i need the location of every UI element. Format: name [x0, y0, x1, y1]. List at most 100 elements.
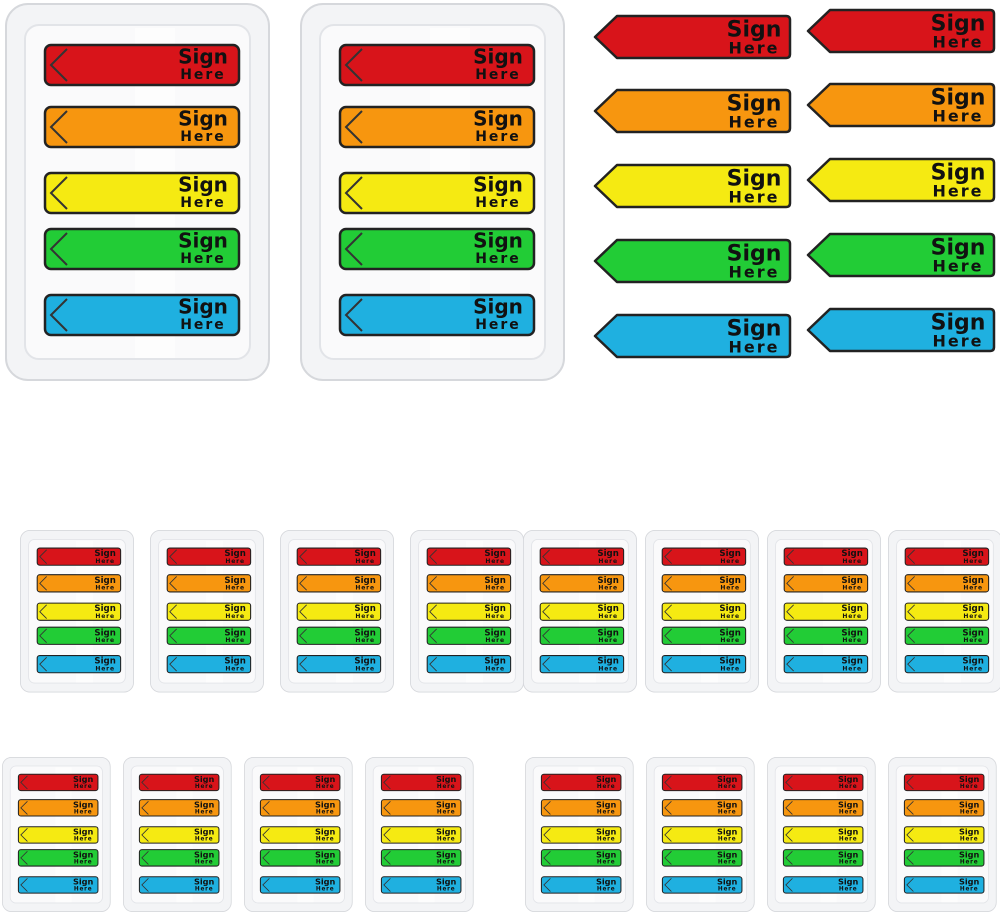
flag-notch	[907, 604, 915, 619]
flag-notch	[20, 828, 28, 842]
flag-notch	[169, 549, 177, 564]
flag-notch	[141, 828, 149, 842]
flag-text-sign: Sign	[436, 849, 457, 859]
flag-text-here: Here	[960, 859, 979, 865]
flag	[166, 655, 252, 674]
flag-text-here: Here	[74, 809, 93, 815]
flag-text-here: Here	[195, 809, 214, 815]
arrow-shape	[593, 238, 792, 284]
flag-text-here: Here	[355, 585, 375, 592]
flag-text-here: Here	[180, 129, 226, 145]
flag-notch	[383, 800, 391, 815]
flag-text-here: Here	[355, 558, 375, 565]
flag-text-here: Here	[195, 887, 214, 893]
flag	[903, 849, 985, 867]
flag-text-here: Here	[960, 784, 979, 790]
flag-text-sign: Sign	[717, 799, 738, 809]
flag-text-sign: Sign	[473, 45, 523, 69]
flag-notch	[906, 878, 914, 892]
flag-text-sign: Sign	[838, 799, 859, 809]
flag	[782, 773, 864, 792]
flag-notch	[141, 775, 149, 790]
arrow-shape	[593, 163, 792, 209]
flag	[426, 655, 512, 674]
flag-text-here: Here	[729, 187, 780, 206]
flag-text-sign: Sign	[841, 549, 862, 559]
flag-text-sign: Sign	[597, 628, 618, 638]
flag	[296, 655, 382, 674]
flag	[138, 773, 220, 792]
flag-text-sign: Sign	[73, 799, 94, 809]
flag-notch	[664, 656, 672, 672]
flag-notch	[383, 775, 391, 790]
flag-notch	[542, 628, 550, 643]
flag-notch	[542, 576, 550, 591]
flag-text-sign: Sign	[596, 849, 617, 859]
flag-text-here: Here	[316, 887, 335, 893]
flag-text-sign: Sign	[931, 86, 986, 111]
flag-text-sign: Sign	[717, 877, 738, 887]
flag-text-here: Here	[355, 637, 375, 644]
flag-notch	[429, 604, 437, 619]
flag-text-here: Here	[729, 38, 780, 57]
flag-notch	[39, 628, 47, 643]
flag-notch	[20, 878, 28, 892]
flag-text-sign: Sign	[727, 92, 782, 117]
flag	[426, 626, 512, 645]
flag-text-here: Here	[718, 859, 737, 865]
flag-text-sign: Sign	[354, 604, 375, 614]
flag-notch	[906, 851, 914, 865]
flag-notch	[299, 576, 307, 591]
flag-notch	[344, 176, 363, 210]
flag-text-here: Here	[729, 112, 780, 131]
flag-text-here: Here	[729, 337, 780, 356]
flag	[296, 602, 382, 621]
flag	[539, 574, 625, 593]
flag-text-here: Here	[485, 558, 505, 565]
flag	[43, 43, 241, 87]
flag-text-sign: Sign	[178, 229, 228, 253]
flag-notch	[39, 656, 47, 672]
flag-text-sign: Sign	[354, 549, 375, 559]
flag-text-here: Here	[718, 837, 737, 843]
arrow-shape	[806, 8, 996, 54]
flag-text-sign: Sign	[597, 576, 618, 586]
flag-text-here: Here	[74, 784, 93, 790]
flag-notch	[20, 851, 28, 865]
flag-text-here: Here	[225, 585, 245, 592]
flag-text-here: Here	[842, 637, 862, 644]
flag-notch	[664, 549, 672, 564]
flag	[540, 773, 622, 792]
flag-text-sign: Sign	[841, 628, 862, 638]
flag-text-sign: Sign	[473, 107, 523, 131]
flag-notch	[907, 656, 915, 672]
flag	[783, 547, 869, 566]
arrow-shape	[806, 307, 996, 353]
flag-text-here: Here	[963, 558, 983, 565]
flag-notch	[262, 851, 270, 865]
arrow-shape	[593, 14, 792, 60]
flag-text-here: Here	[933, 32, 984, 51]
flag	[17, 826, 99, 844]
flag-text-here: Here	[355, 665, 375, 672]
flag-notch	[664, 800, 672, 815]
flag-notch	[49, 48, 68, 82]
flag-text-sign: Sign	[596, 827, 617, 837]
flag	[426, 547, 512, 566]
flag	[540, 826, 622, 844]
flag	[904, 547, 990, 566]
flag	[17, 849, 99, 867]
flag-text-here: Here	[195, 837, 214, 843]
flag-text-sign: Sign	[717, 774, 738, 784]
flag	[259, 826, 341, 844]
flag-text-sign: Sign	[224, 576, 245, 586]
flag-text-sign: Sign	[194, 799, 215, 809]
flag-text-sign: Sign	[315, 827, 336, 837]
